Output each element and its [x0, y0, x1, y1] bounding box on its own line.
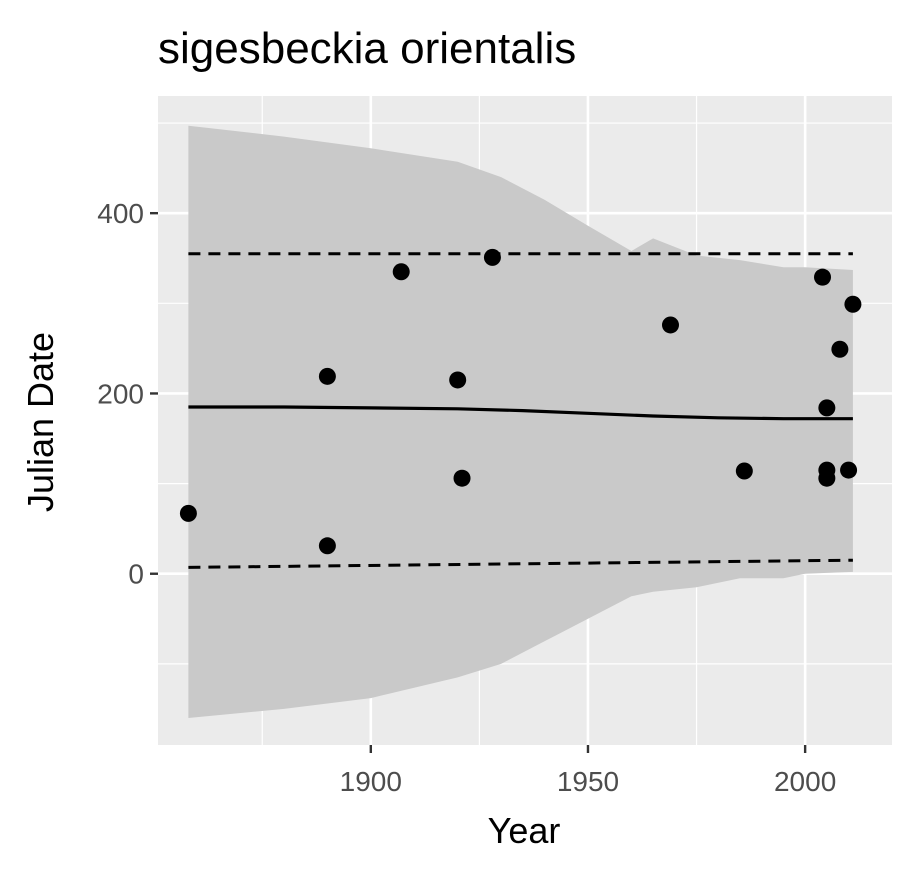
data-point — [318, 367, 336, 385]
y-axis: 0 200 400 — [97, 198, 158, 590]
y-axis-title: Julian Date — [20, 332, 61, 512]
data-point — [818, 469, 836, 487]
data-point — [318, 537, 336, 555]
data-point — [840, 461, 858, 479]
data-point — [453, 469, 471, 487]
x-tick-label: 1900 — [340, 766, 402, 797]
data-point — [831, 340, 849, 358]
x-axis: 1900 1950 2000 — [340, 745, 836, 797]
chart-title: sigesbeckia orientalis — [158, 24, 576, 73]
data-point — [392, 263, 410, 281]
data-points — [179, 248, 862, 555]
x-tick-label: 1950 — [557, 766, 619, 797]
data-point — [735, 462, 753, 480]
data-point — [449, 371, 467, 389]
data-point — [179, 504, 197, 522]
data-point — [483, 248, 501, 266]
data-point — [844, 295, 862, 313]
y-tick-label: 0 — [128, 559, 144, 590]
y-tick-label: 400 — [97, 198, 144, 229]
data-point — [818, 399, 836, 417]
x-axis-title: Year — [488, 810, 561, 851]
y-tick-label: 200 — [97, 378, 144, 409]
x-tick-label: 2000 — [774, 766, 836, 797]
data-point — [661, 316, 679, 334]
lower-dashed-line — [188, 558, 853, 569]
confidence-ribbon — [188, 125, 853, 718]
data-point — [814, 268, 832, 286]
fit-line — [188, 405, 853, 421]
